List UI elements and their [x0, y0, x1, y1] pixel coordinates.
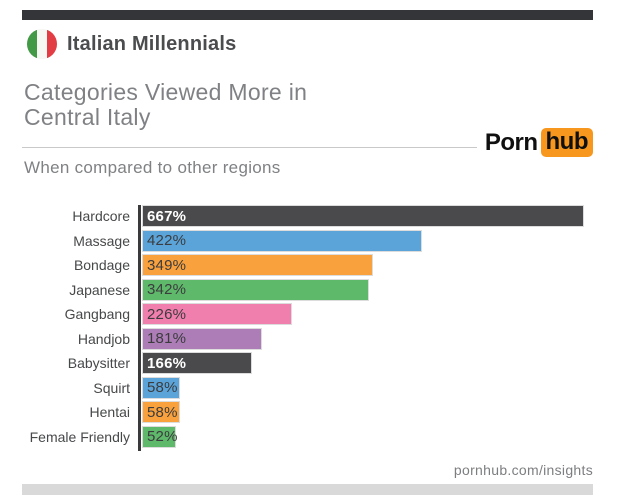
bar-track: 342%	[142, 278, 584, 301]
top-accent-bar	[22, 10, 593, 20]
bar-value-label: 226%	[147, 305, 187, 323]
bar-massage: 422%	[142, 229, 422, 252]
flag-green-stripe	[27, 29, 37, 59]
bar-track: 58%	[142, 401, 584, 424]
chart-row: Female Friendly 52%	[0, 425, 620, 450]
footer-link: pornhub.com/insights	[453, 462, 593, 478]
bar-value-label: 166%	[147, 354, 187, 372]
bar-value-label: 349%	[147, 256, 187, 274]
bar-track: 181%	[142, 327, 584, 350]
bar-track: 422%	[142, 229, 584, 252]
flag-white-stripe	[37, 29, 47, 59]
chart-row: Japanese 342%	[0, 278, 620, 303]
bar-handjob: 181%	[142, 327, 262, 350]
bar-track: 667%	[142, 205, 584, 228]
header-divider	[22, 147, 477, 148]
bar-track: 52%	[142, 425, 584, 448]
chart-row: Bondage 349%	[0, 253, 620, 278]
category-label: Hentai	[89, 404, 130, 421]
bar-value-label: 58%	[147, 379, 178, 397]
bar-track: 58%	[142, 376, 584, 399]
bar-value-label: 181%	[147, 330, 187, 348]
page-subtitle: When compared to other regions	[24, 158, 281, 177]
chart-row: Gangbang 226%	[0, 302, 620, 327]
bar-value-label: 342%	[147, 281, 187, 299]
chart-row: Hentai 58%	[0, 400, 620, 425]
chart-row: Squirt 58%	[0, 376, 620, 401]
category-label: Massage	[73, 232, 130, 249]
bar-squirt: 58%	[142, 376, 181, 399]
pornhub-logo: Porn hub	[485, 128, 593, 157]
logo-text-porn: Porn	[484, 128, 538, 156]
bar-gangbang: 226%	[142, 303, 292, 326]
category-label: Bondage	[73, 257, 130, 274]
category-label: Squirt	[93, 379, 130, 396]
chart-row: Hardcore 667%	[0, 204, 620, 229]
bar-female-friendly: 52%	[142, 425, 178, 448]
brand-header: Italian Millennials	[27, 29, 236, 59]
bar-japanese: 342%	[142, 278, 369, 301]
bar-value-label: 52%	[147, 428, 178, 446]
bar-babysitter: 166%	[142, 352, 252, 375]
bar-track: 226%	[142, 303, 584, 326]
bottom-accent-bar	[22, 484, 593, 495]
italian-flag-icon	[27, 29, 57, 59]
bar-hardcore: 667%	[142, 205, 584, 228]
category-label: Babysitter	[67, 355, 130, 372]
chart-row: Babysitter 166%	[0, 351, 620, 376]
bar-value-label: 422%	[147, 232, 187, 250]
bar-hentai: 58%	[142, 401, 181, 424]
y-axis-line	[138, 205, 141, 451]
category-label: Japanese	[69, 281, 130, 298]
page-title: Categories Viewed More in Central Italy	[24, 79, 308, 130]
bar-rows: Hardcore 667% Massage 422% Bondage 349% Japane…	[0, 204, 620, 449]
chart-row: Massage 422%	[0, 229, 620, 254]
bar-value-label: 58%	[147, 403, 178, 421]
bar-chart: Hardcore 667% Massage 422% Bondage 349% Japane…	[0, 204, 620, 451]
category-label: Gangbang	[64, 306, 130, 323]
category-label: Hardcore	[72, 208, 130, 225]
chart-row: Handjob 181%	[0, 327, 620, 352]
bar-track: 166%	[142, 352, 584, 375]
bar-bondage: 349%	[142, 254, 374, 277]
brand-title: Italian Millennials	[67, 32, 237, 55]
logo-badge-hub: hub	[540, 128, 593, 157]
category-label: Female Friendly	[29, 428, 130, 445]
bar-track: 349%	[142, 254, 584, 277]
category-label: Handjob	[77, 330, 130, 347]
bar-value-label: 667%	[147, 207, 187, 225]
flag-red-stripe	[47, 29, 57, 59]
